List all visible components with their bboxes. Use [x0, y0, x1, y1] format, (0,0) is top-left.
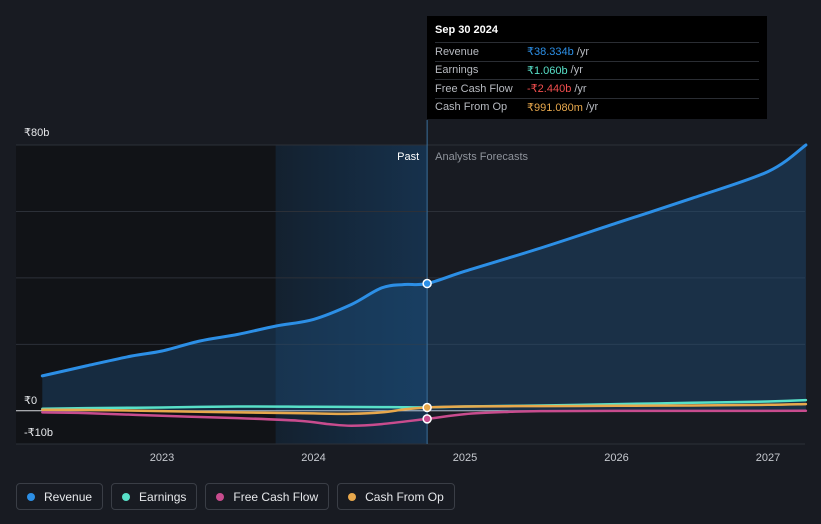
- x-tick-label: 2024: [301, 452, 325, 464]
- legend-item-free-cash-flow[interactable]: Free Cash Flow: [205, 483, 330, 510]
- tooltip-unit: /yr: [570, 64, 583, 77]
- legend-item-revenue[interactable]: Revenue: [16, 483, 104, 510]
- x-tick-label: 2025: [453, 452, 477, 464]
- past-label: Past: [397, 151, 419, 163]
- marker-free-cash-flow: [422, 414, 432, 424]
- tooltip-value: -₹2.440b: [527, 83, 572, 96]
- series-line-cash-from-op: [41, 402, 808, 416]
- legend: Revenue Earnings Free Cash Flow Cash Fro…: [16, 483, 455, 510]
- marker-revenue: [422, 278, 432, 289]
- tooltip-label: Free Cash Flow: [435, 82, 513, 95]
- legend-dot-icon: [348, 492, 357, 501]
- tooltip-label: Revenue: [435, 45, 480, 58]
- tooltip-value: ₹38.334b: [527, 46, 574, 59]
- series-line-revenue: [40, 143, 808, 378]
- legend-label: Cash From Op: [365, 489, 444, 504]
- tooltip-row-earnings: Earnings ₹1.060b /yr: [435, 60, 759, 80]
- tooltip-unit: /yr: [576, 45, 589, 58]
- legend-label: Revenue: [44, 489, 93, 504]
- legend-item-cash-from-op[interactable]: Cash From Op: [337, 483, 455, 510]
- legend-item-earnings[interactable]: Earnings: [111, 483, 198, 510]
- tooltip-unit: /yr: [574, 82, 587, 95]
- x-tick-label: 2026: [604, 452, 628, 464]
- legend-label: Earnings: [139, 489, 187, 504]
- forecast-label: Analysts Forecasts: [435, 151, 528, 163]
- legend-dot-icon: [216, 492, 225, 501]
- tooltip-label: Cash From Op: [435, 101, 508, 114]
- tooltip-unit: /yr: [585, 101, 599, 114]
- x-tick-label: 2023: [150, 452, 174, 464]
- tooltip-value: ₹991.080m: [527, 101, 583, 114]
- series-area-revenue: [42, 145, 806, 411]
- legend-dot-icon: [122, 492, 131, 501]
- legend-dot-icon: [27, 492, 35, 501]
- tooltip-row-free-cash-flow: Free Cash Flow -₹2.440b /yr: [435, 79, 759, 98]
- x-tick-label: 2027: [756, 452, 780, 464]
- tooltip-value: ₹1.060b: [527, 64, 568, 77]
- marker-cash-from-op: [422, 402, 432, 413]
- past-highlight: [275, 145, 428, 444]
- y-tick-label: ₹0: [24, 395, 37, 407]
- tooltip: Sep 30 2024 Revenue ₹38.334b /yr Earning…: [427, 16, 767, 119]
- tooltip-row-revenue: Revenue ₹38.334b /yr: [435, 42, 759, 61]
- tooltip-row-cash-from-op: Cash From Op ₹991.080m /yr: [435, 97, 759, 117]
- series-line-free-cash-flow: [41, 409, 808, 427]
- tooltip-date: Sep 30 2024: [435, 24, 498, 36]
- legend-label: Free Cash Flow: [233, 489, 319, 504]
- y-tick-label: -₹10b: [24, 427, 53, 439]
- y-tick-label: ₹80b: [24, 127, 49, 139]
- tooltip-label: Earnings: [435, 64, 479, 77]
